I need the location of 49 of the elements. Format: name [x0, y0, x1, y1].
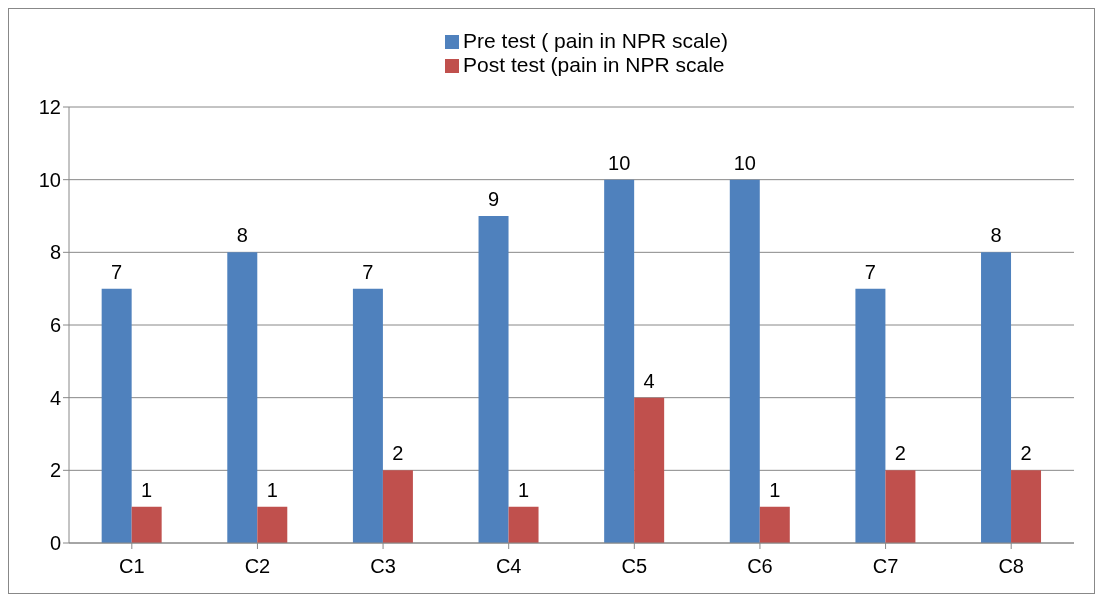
bar	[729, 179, 760, 543]
bar	[257, 506, 288, 543]
x-tick-label: C5	[621, 555, 648, 578]
x-tick-label: C8	[998, 555, 1024, 578]
bar	[478, 216, 509, 543]
x-tick-label: C6	[747, 555, 773, 578]
legend-label: Post test (pain in NPR scale	[463, 53, 725, 76]
y-tick-label: 10	[38, 168, 61, 191]
data-label: 4	[643, 369, 655, 392]
bar	[634, 397, 665, 543]
x-tick-label: C2	[244, 555, 271, 578]
bar	[352, 288, 383, 543]
bar	[1011, 470, 1042, 543]
data-label: 1	[769, 478, 781, 501]
data-label: 1	[266, 478, 278, 501]
y-tick-label: 6	[49, 314, 61, 337]
bar	[855, 288, 886, 543]
y-tick-label: 2	[49, 459, 61, 482]
x-tick-label: C3	[370, 555, 396, 578]
data-label: 1	[517, 478, 530, 501]
data-label: 2	[1020, 442, 1032, 465]
y-tick-label: 8	[49, 241, 61, 264]
data-label: 7	[362, 260, 374, 283]
data-label: 7	[864, 260, 876, 283]
data-label: 7	[111, 260, 123, 283]
y-tick-label: 12	[38, 96, 61, 119]
data-label: 8	[990, 224, 1002, 247]
bar	[227, 252, 258, 543]
data-label: 8	[236, 224, 248, 247]
x-tick-label: C1	[119, 555, 145, 578]
x-tick-label: C7	[872, 555, 899, 578]
bar	[508, 506, 539, 543]
data-label: 1	[141, 478, 153, 501]
bar	[604, 179, 635, 543]
bar	[981, 252, 1012, 543]
data-label: 2	[894, 442, 906, 465]
bar	[382, 470, 413, 543]
bar	[131, 506, 162, 543]
legend-label: Pre test ( pain in NPR scale)	[463, 29, 728, 52]
bar	[101, 288, 132, 543]
bar	[885, 470, 916, 543]
data-label: 9	[487, 188, 500, 210]
y-tick-label: 0	[49, 532, 61, 555]
bar	[759, 506, 790, 543]
x-tick-label: C4	[495, 555, 522, 578]
data-label: 10	[608, 151, 631, 174]
data-label: 10	[733, 151, 756, 174]
y-tick-label: 4	[49, 386, 61, 409]
data-label: 2	[392, 442, 404, 465]
